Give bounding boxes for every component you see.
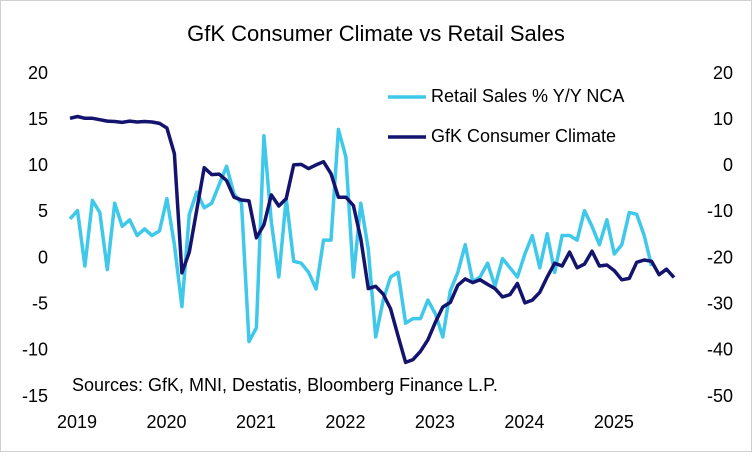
y-tick-label: 15 xyxy=(28,109,48,129)
series-line xyxy=(68,127,654,344)
y-tick-label: 20 xyxy=(28,63,48,83)
legend-label: GfK Consumer Climate xyxy=(431,126,616,146)
x-tick-label: 2022 xyxy=(325,412,365,432)
y-tick-label: -15 xyxy=(22,386,48,406)
y2-tick-label: 20 xyxy=(713,63,733,83)
x-tick-label: 2023 xyxy=(415,412,455,432)
y2-tick-label: -50 xyxy=(707,386,733,406)
y-tick-label: -5 xyxy=(32,293,48,313)
annotation: Sources: GfK, MNI, Destatis, Bloomberg F… xyxy=(72,375,498,395)
y2-tick-label: 0 xyxy=(723,155,733,175)
x-tick-label: 2021 xyxy=(236,412,276,432)
y-tick-label: 5 xyxy=(38,201,48,221)
y2-tick-label: 10 xyxy=(713,109,733,129)
series-line xyxy=(69,114,676,365)
x-tick-label: 2024 xyxy=(504,412,544,432)
chart-title: GfK Consumer Climate vs Retail Sales xyxy=(187,21,565,46)
x-tick-label: 2020 xyxy=(146,412,186,432)
y2-tick-label: -10 xyxy=(707,201,733,221)
y-tick-label: 10 xyxy=(28,155,48,175)
x-tick-label: 2019 xyxy=(57,412,97,432)
y2-tick-label: -30 xyxy=(707,293,733,313)
y-tick-label: 0 xyxy=(38,247,48,267)
x-tick-label: 2025 xyxy=(594,412,634,432)
y-tick-label: -10 xyxy=(22,340,48,360)
y2-tick-label: -40 xyxy=(707,340,733,360)
y2-tick-label: -20 xyxy=(707,247,733,267)
legend-label: Retail Sales % Y/Y NCA xyxy=(431,86,624,106)
